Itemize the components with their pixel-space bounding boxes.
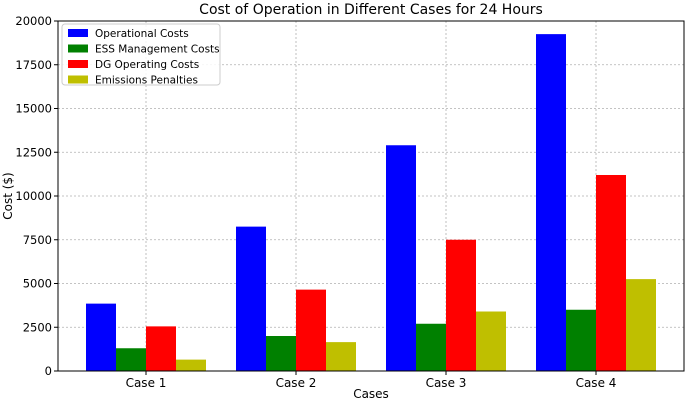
x-axis-label: Cases <box>353 387 389 401</box>
legend-swatch <box>68 29 88 37</box>
y-tick-label: 7500 <box>23 233 52 247</box>
y-tick-label: 17500 <box>15 58 52 72</box>
bar <box>536 34 566 371</box>
bar <box>326 342 356 371</box>
bar <box>446 239 476 371</box>
y-tick-label: 10000 <box>15 189 52 203</box>
y-axis-ticks: 0 2500 5000 7500 10000 12500 15000 17500 20000 <box>15 14 58 378</box>
x-tick-label: Case 2 <box>276 376 317 390</box>
y-tick-label: 2500 <box>23 320 52 334</box>
bar <box>566 309 596 371</box>
y-tick-label: 0 <box>45 364 52 378</box>
chart-title: Cost of Operation in Different Cases for… <box>199 2 543 18</box>
legend-label: Operational Costs <box>95 28 189 40</box>
bar <box>266 336 296 371</box>
y-tick-label: 12500 <box>15 145 52 159</box>
y-tick-label: 20000 <box>15 14 52 28</box>
legend-swatch <box>68 44 88 53</box>
legend-swatch <box>68 60 88 68</box>
legend-box <box>61 23 221 86</box>
bar <box>116 348 146 371</box>
bar <box>416 323 446 371</box>
legend: Operational Costs ESS Management Costs DG … <box>61 23 221 87</box>
legend-label: DG Operating Costs <box>95 59 199 71</box>
bar <box>146 326 176 371</box>
y-tick-label: 15000 <box>15 102 52 116</box>
bar <box>626 279 656 371</box>
y-tick-label: 5000 <box>23 277 52 291</box>
x-tick-label: Case 3 <box>426 376 467 390</box>
bar <box>386 145 416 371</box>
bar <box>476 311 506 371</box>
x-tick-label: Case 4 <box>576 376 617 390</box>
bar <box>176 359 206 371</box>
bars <box>86 34 656 371</box>
x-axis-ticks: Case 1 Case 2 Case 3 Case 4 <box>126 371 617 390</box>
bar <box>296 289 326 371</box>
y-axis-label: Cost ($) <box>1 172 15 220</box>
legend-swatch <box>68 75 88 84</box>
bar <box>86 303 116 371</box>
x-tick-label: Case 1 <box>126 376 167 390</box>
bar <box>236 226 266 371</box>
legend-label: Emissions Penalties <box>95 75 198 87</box>
bar <box>596 175 626 371</box>
legend-label: ESS Management Costs <box>95 44 220 56</box>
